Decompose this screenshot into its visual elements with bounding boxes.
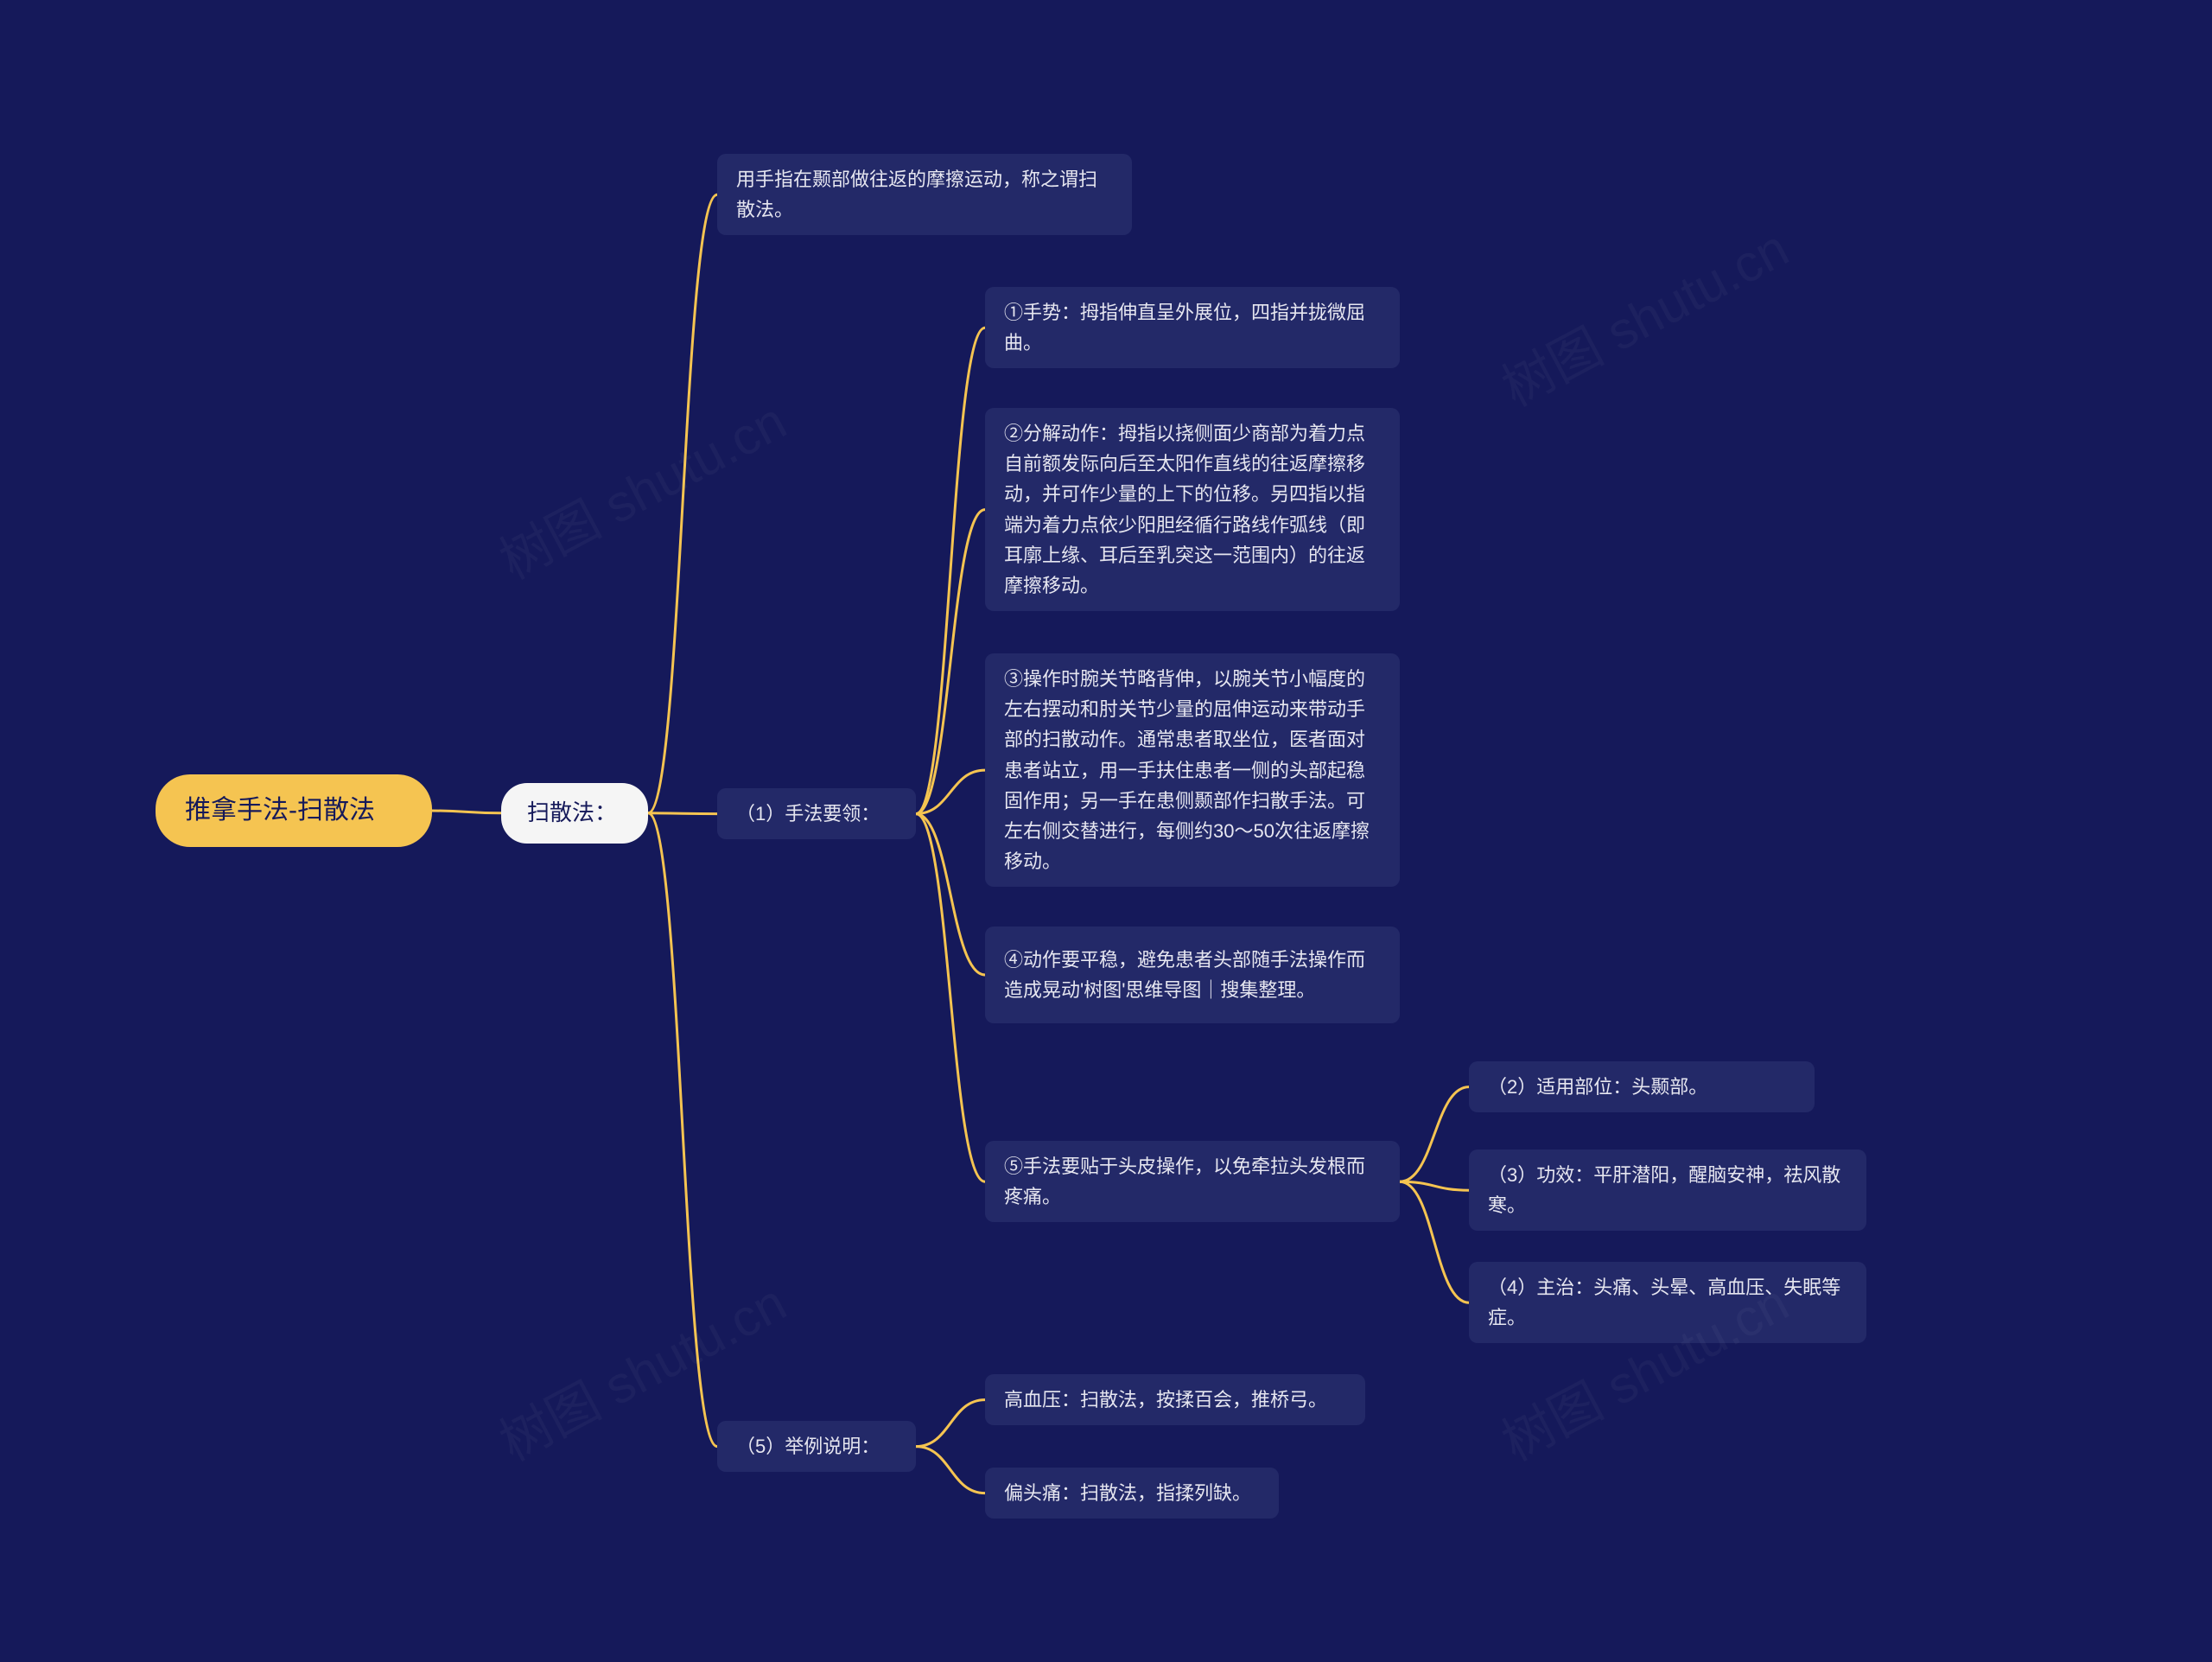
mindmap-node-n_ex2[interactable]: 偏头痛：扫散法，指揉列缺。	[985, 1468, 1279, 1519]
mindmap-node-n_white[interactable]: 扫散法：	[501, 783, 648, 844]
mindmap-node-n_ex1[interactable]: 高血压：扫散法，按揉百会，推桥弓。	[985, 1374, 1365, 1425]
mindmap-node-n_y4[interactable]: ④动作要平稳，避免患者头部随手法操作而造成晃动'树图'思维导图｜搜集整理。	[985, 927, 1400, 1023]
mindmap-node-n_s1[interactable]: （2）适用部位：头颞部。	[1469, 1061, 1815, 1112]
watermark-text: 树图 shutu.cn	[1487, 207, 1800, 421]
mindmap-node-n_ex[interactable]: （5）举例说明：	[717, 1421, 916, 1472]
mindmap-node-n_s2[interactable]: （3）功效：平肝潜阳，醒脑安神，祛风散寒。	[1469, 1149, 1866, 1231]
mindmap-node-n_y5[interactable]: ⑤手法要贴于头皮操作，以免牵拉头发根而疼痛。	[985, 1141, 1400, 1222]
mindmap-node-n_intro[interactable]: 用手指在颞部做往返的摩擦运动，称之谓扫散法。	[717, 154, 1132, 235]
mindmap-node-n_y3[interactable]: ③操作时腕关节略背伸，以腕关节小幅度的左右摆动和肘关节少量的屈伸运动来带动手部的…	[985, 653, 1400, 887]
mindmap-node-n_yaoling[interactable]: （1）手法要领：	[717, 788, 916, 839]
mindmap-node-n_y2[interactable]: ②分解动作：拇指以挠侧面少商部为着力点自前额发际向后至太阳作直线的往返摩擦移动，…	[985, 408, 1400, 611]
watermark-text: 树图 shutu.cn	[485, 380, 798, 594]
mindmap-node-n_s3[interactable]: （4）主治：头痛、头晕、高血压、失眠等症。	[1469, 1262, 1866, 1343]
mindmap-node-n_y1[interactable]: ①手势：拇指伸直呈外展位，四指并拢微屈曲。	[985, 287, 1400, 368]
mindmap-node-root[interactable]: 推拿手法-扫散法	[156, 774, 432, 847]
